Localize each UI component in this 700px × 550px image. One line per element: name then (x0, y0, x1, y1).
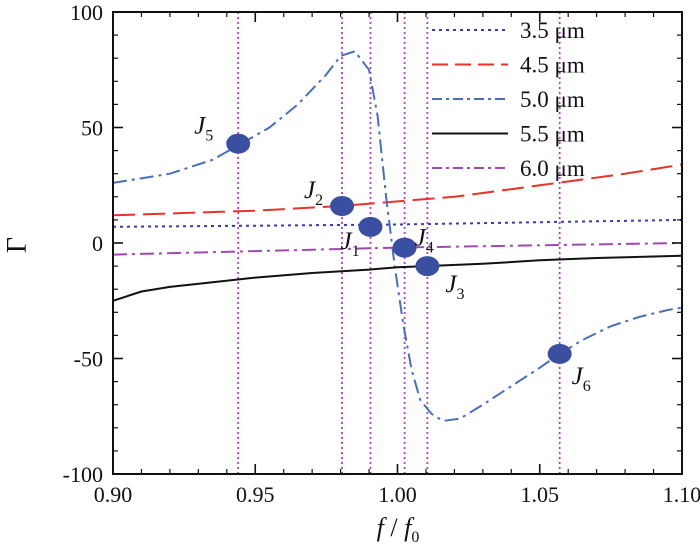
y-tick-label-3: 0 (92, 231, 103, 256)
series-line-3 (112, 50, 683, 422)
legend-label-4: 5.5 μm (520, 122, 585, 147)
y-axis-label: Γ (2, 237, 33, 253)
x-axis-label-subscript: 0 (411, 529, 419, 546)
legend-label-2: 4.5 μm (520, 53, 585, 78)
point-label-j2: J2 (304, 177, 323, 209)
point-label-j1: J1 (340, 228, 359, 260)
x-tick-label-3: 1.00 (378, 482, 417, 507)
x-axis-label: f / f0 (377, 513, 420, 546)
y-tick-label-5: 100 (70, 0, 103, 25)
series-line-2 (112, 163, 683, 217)
series-line-4 (112, 254, 683, 302)
point-marker-j6 (547, 343, 572, 364)
point-label-j5: J5 (194, 113, 213, 145)
x-axis-label-numerator: f (377, 513, 388, 542)
point-label-j4: J4 (415, 225, 434, 257)
x-tick-label-1: 0.90 (94, 482, 133, 507)
legend-label-1: 3.5 μm (520, 18, 585, 43)
x-axis-label-slash: / (384, 513, 404, 542)
point-marker-j4 (392, 237, 417, 258)
point-marker-j5 (226, 133, 251, 154)
point-marker-j1 (358, 216, 383, 237)
y-tick-label-2: -50 (74, 347, 103, 372)
axis-labels: Γ f / f0 (2, 237, 419, 546)
x-tick-label-5: 1.10 (663, 482, 700, 507)
x-axis-label-denominator: f (404, 513, 415, 542)
y-tick-label-1: -100 (63, 462, 103, 487)
annotated-points: J1 J2 J3 J4 J5 J6 (194, 113, 591, 395)
legend-label-5: 6.0 μm (520, 156, 585, 181)
series-line-5 (112, 242, 683, 256)
legend-label-3: 5.0 μm (520, 87, 585, 112)
x-tick-label-2: 0.95 (236, 482, 275, 507)
series-line-1 (112, 218, 683, 228)
x-tick-label-4: 1.05 (521, 482, 560, 507)
point-marker-j3 (415, 256, 440, 277)
series-lines (112, 50, 683, 422)
point-label-j6: J6 (572, 363, 591, 395)
vertical-markers (237, 12, 561, 474)
point-marker-j2 (330, 196, 355, 217)
point-label-j3: J3 (445, 271, 464, 303)
axes: 0.90 0.95 1.00 1.05 1.10 -100 -50 0 50 100 (63, 0, 700, 507)
y-tick-label-4: 50 (81, 116, 103, 141)
legend: 3.5 μm 4.5 μm 5.0 μm 5.5 μm 6.0 μm (432, 18, 585, 181)
